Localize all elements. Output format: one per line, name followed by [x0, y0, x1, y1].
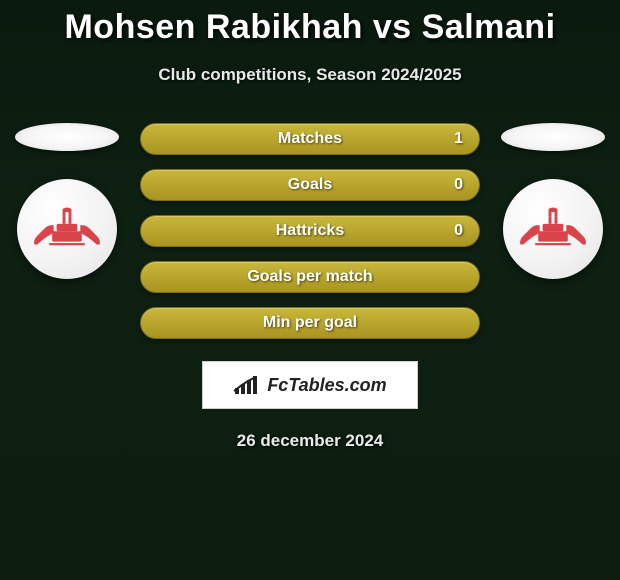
- page-subtitle: Club competitions, Season 2024/2025: [0, 65, 620, 85]
- stat-label: Hattricks: [276, 222, 344, 240]
- player-avatar-right: [501, 123, 605, 151]
- generation-date: 26 december 2024: [0, 431, 620, 451]
- stat-label: Goals: [288, 176, 332, 194]
- club-emblem-icon: [30, 201, 104, 257]
- player-avatar-left: [15, 123, 119, 151]
- stat-row-goals-per-match: Goals per match: [140, 261, 480, 293]
- stat-value-right: 1: [454, 130, 463, 148]
- stats-column: Matches 1 Goals 0 Hattricks 0 Goals per …: [140, 123, 480, 339]
- stat-label: Matches: [278, 130, 342, 148]
- club-badge-left: [17, 179, 117, 279]
- stat-row-hattricks: Hattricks 0: [140, 215, 480, 247]
- bar-chart-icon: [233, 374, 261, 396]
- stat-row-matches: Matches 1: [140, 123, 480, 155]
- infographic-container: Mohsen Rabikhah vs Salmani Club competit…: [0, 0, 620, 580]
- stat-label: Min per goal: [263, 314, 357, 332]
- left-player-column: [12, 123, 122, 279]
- stat-row-min-per-goal: Min per goal: [140, 307, 480, 339]
- stat-label: Goals per match: [247, 268, 372, 286]
- right-player-column: [498, 123, 608, 279]
- main-row: Matches 1 Goals 0 Hattricks 0 Goals per …: [0, 123, 620, 339]
- stat-value-right: 0: [454, 222, 463, 240]
- brand-attribution[interactable]: FcTables.com: [202, 361, 418, 409]
- brand-name: FcTables.com: [267, 375, 386, 396]
- stat-value-right: 0: [454, 176, 463, 194]
- page-title: Mohsen Rabikhah vs Salmani: [0, 8, 620, 47]
- club-emblem-icon: [516, 201, 590, 257]
- club-badge-right: [503, 179, 603, 279]
- stat-row-goals: Goals 0: [140, 169, 480, 201]
